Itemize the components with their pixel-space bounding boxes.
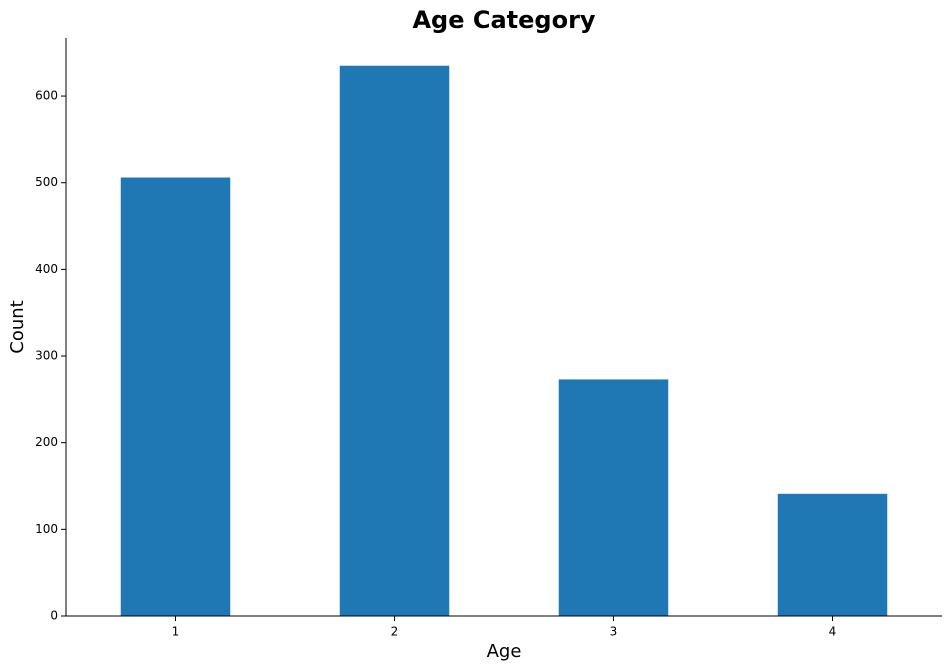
bar (120, 177, 231, 616)
chart-title: Age Category (412, 6, 595, 34)
x-axis-label: Age (487, 641, 522, 662)
y-tick-label: 200 (35, 435, 58, 449)
y-tick-label: 0 (50, 609, 58, 623)
y-tick-label: 400 (35, 262, 58, 276)
y-axis-label: Count (7, 300, 28, 353)
x-tick-label: 3 (610, 625, 618, 639)
bar (777, 493, 888, 616)
y-tick-label: 300 (35, 349, 58, 363)
bar (339, 65, 450, 617)
x-tick-label: 1 (172, 625, 180, 639)
y-tick-label: 500 (35, 175, 58, 189)
y-tick-label: 100 (35, 522, 58, 536)
y-tick-label: 600 (35, 89, 58, 103)
x-tick-label: 2 (391, 625, 399, 639)
bar (558, 379, 669, 616)
x-tick-label: 4 (829, 625, 837, 639)
